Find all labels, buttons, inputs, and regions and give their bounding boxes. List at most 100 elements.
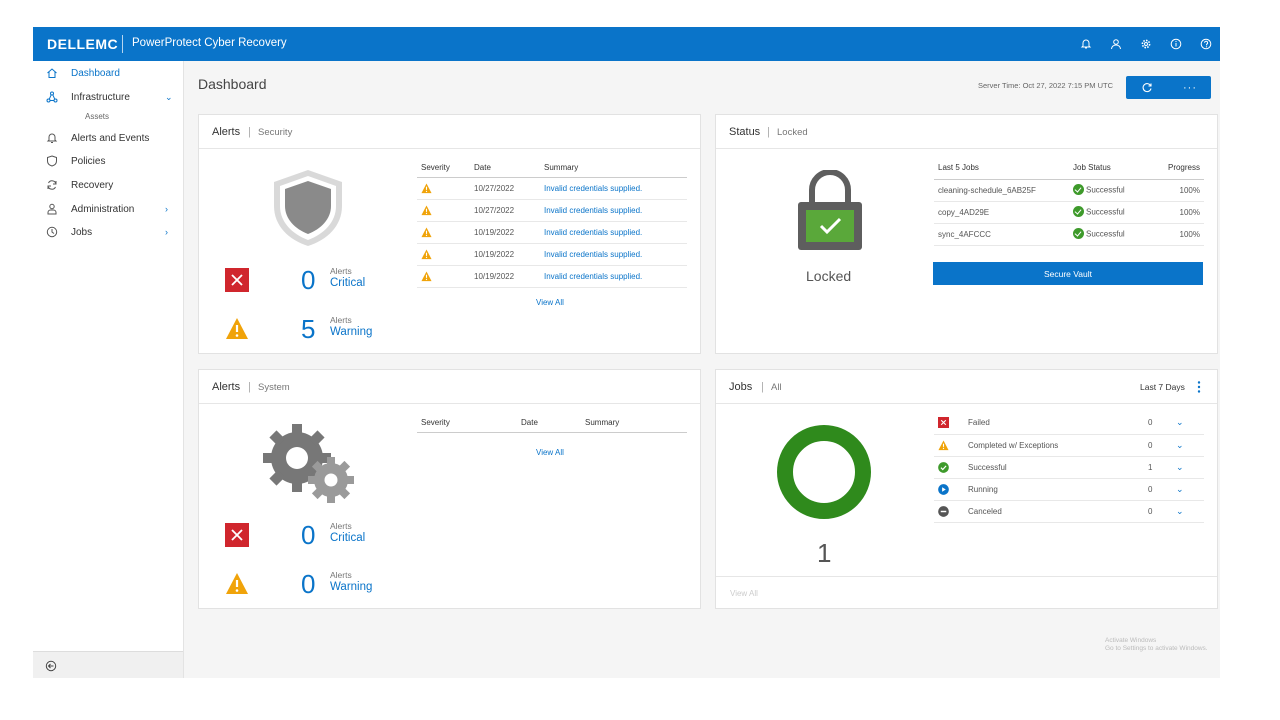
warning-count[interactable]: 0 Alerts Warning [225, 569, 385, 600]
success-icon [1073, 205, 1084, 217]
column-header[interactable]: Progress [1149, 157, 1204, 180]
kebab-menu-icon[interactable] [1196, 380, 1202, 394]
critical-count[interactable]: 0 Alerts Critical [225, 520, 385, 551]
sidebar-item-policies[interactable]: Policies [33, 150, 183, 172]
failed-icon [938, 417, 949, 429]
column-header[interactable]: Severity [417, 158, 470, 178]
warning-count[interactable]: 5 Alerts Warning [225, 314, 385, 345]
sidebar-item-infrastructure[interactable]: Infrastructure ⌄ [33, 86, 183, 108]
more-options-button[interactable]: ··· [1169, 76, 1211, 99]
warning-icon [421, 182, 432, 193]
column-header[interactable]: Summary [540, 158, 687, 178]
refresh-button[interactable] [1126, 76, 1168, 99]
sidebar-item-jobs[interactable]: Jobs › [33, 221, 183, 243]
jobs-total: 1 [817, 538, 832, 568]
server-time: Server Time: Oct 27, 2022 7:15 PM UTC [978, 81, 1114, 90]
table-row[interactable]: 10/27/2022 Invalid credentials supplied. [417, 177, 687, 200]
dell-emc-logo: DELLEMC [47, 36, 119, 52]
panel-title: Jobs [729, 381, 753, 393]
warning-icon [938, 439, 949, 450]
chevron-down-icon[interactable]: ⌄ [1176, 500, 1204, 523]
gear-icon[interactable] [1138, 36, 1154, 52]
home-icon [45, 66, 59, 80]
product-name: PowerProtect Cyber Recovery [132, 37, 287, 49]
chevron-down-icon[interactable]: ⌄ [1176, 478, 1204, 501]
collapse-sidebar-button[interactable] [33, 651, 183, 678]
shield-icon [45, 154, 59, 168]
critical-icon [225, 268, 249, 292]
warning-icon [226, 573, 248, 594]
column-header[interactable]: Job Status [1069, 157, 1149, 180]
refresh-icon [45, 178, 59, 192]
sidebar: Dashboard Infrastructure ⌄ Assets Alerts… [33, 61, 184, 678]
success-icon [938, 461, 949, 473]
bell-icon[interactable] [1078, 36, 1094, 52]
job-status-row[interactable]: Canceled 0 ⌄ [934, 500, 1204, 523]
job-status-row[interactable]: Completed w/ Exceptions 0 ⌄ [934, 434, 1204, 457]
last-jobs-table: Last 5 Jobs Job Status Progress cleaning… [934, 157, 1204, 246]
system-alerts-panel: Alerts | System [198, 369, 701, 609]
chevron-down-icon[interactable]: ⌄ [1176, 434, 1204, 457]
sidebar-item-alerts-events[interactable]: Alerts and Events [33, 127, 183, 149]
warning-icon [421, 270, 432, 281]
table-row[interactable]: cleaning-schedule_6AB25F Successful 100% [934, 179, 1204, 202]
column-header[interactable]: Date [470, 158, 540, 178]
warning-icon [421, 204, 432, 215]
toolbar-button-group: ··· [1126, 76, 1211, 99]
chevron-down-icon[interactable]: ⌄ [165, 91, 173, 102]
page-title: Dashboard [198, 76, 267, 92]
ellipsis-icon: ··· [1183, 81, 1197, 94]
panel-subtitle: All [771, 382, 782, 393]
table-row[interactable]: 10/27/2022 Invalid credentials supplied. [417, 199, 687, 222]
column-header[interactable]: Last 5 Jobs [934, 157, 1069, 180]
job-status-table: Failed 0 ⌄ Completed w/ Exceptions 0 ⌄ S… [934, 412, 1204, 523]
security-alerts-panel: Alerts | Security 0 Alerts Critical 5 Al… [198, 114, 701, 354]
column-header[interactable]: Summary [581, 413, 687, 433]
user-icon[interactable] [1108, 36, 1124, 52]
sidebar-item-recovery[interactable]: Recovery [33, 174, 183, 196]
running-icon [938, 483, 949, 495]
app-window: DELLEMC PowerProtect Cyber Recovery [33, 27, 1220, 678]
column-header[interactable]: Date [517, 413, 581, 433]
sidebar-item-administration[interactable]: Administration › [33, 198, 183, 220]
warning-icon [421, 248, 432, 259]
status-panel: Status | Locked Locked Last 5 Jobs Job S… [715, 114, 1218, 354]
secure-vault-button[interactable]: Secure Vault [933, 262, 1203, 285]
job-status-row[interactable]: Failed 0 ⌄ [934, 412, 1204, 435]
sidebar-item-dashboard[interactable]: Dashboard [33, 62, 183, 84]
column-header[interactable]: Severity [417, 413, 517, 433]
panel-title: Alerts [212, 381, 241, 393]
sidebar-subitem-assets[interactable]: Assets [85, 112, 110, 121]
job-status-row[interactable]: Running 0 ⌄ [934, 478, 1204, 501]
table-row[interactable]: sync_4AFCCC Successful 100% [934, 223, 1204, 246]
help-icon[interactable] [1198, 36, 1214, 52]
jobs-donut-chart [777, 425, 871, 519]
view-all-link[interactable]: View All [730, 589, 758, 598]
job-status-row[interactable]: Successful 1 ⌄ [934, 456, 1204, 479]
table-row[interactable]: copy_4AD29E Successful 100% [934, 201, 1204, 224]
shield-icon [272, 168, 344, 253]
table-row[interactable]: 10/19/2022 Invalid credentials supplied. [417, 265, 687, 288]
donut-ring [777, 425, 871, 519]
critical-icon [225, 523, 249, 547]
info-icon[interactable] [1168, 36, 1184, 52]
critical-count[interactable]: 0 Alerts Critical [225, 265, 385, 296]
chevron-right-icon[interactable]: › [165, 227, 168, 237]
network-icon [45, 90, 59, 104]
panel-subtitle: Security [258, 127, 293, 138]
chevron-down-icon[interactable]: ⌄ [1176, 456, 1204, 479]
panel-title: Status [729, 126, 761, 138]
lock-icon [796, 169, 864, 257]
panel-title: Alerts [212, 126, 241, 138]
table-row[interactable]: 10/19/2022 Invalid credentials supplied. [417, 221, 687, 244]
date-range-label[interactable]: Last 7 Days [1140, 382, 1185, 392]
view-all-link[interactable]: View All [536, 298, 564, 307]
security-alerts-table: Severity Date Summary 10/27/2022 Invalid… [417, 158, 687, 288]
warning-icon [421, 226, 432, 237]
chevron-right-icon[interactable]: › [165, 204, 168, 214]
table-row[interactable]: 10/19/2022 Invalid credentials supplied. [417, 243, 687, 266]
chevron-down-icon[interactable]: ⌄ [1176, 412, 1204, 435]
lock-status-label: Locked [806, 268, 852, 284]
view-all-link[interactable]: View All [536, 448, 564, 457]
panel-subtitle: System [258, 382, 290, 393]
